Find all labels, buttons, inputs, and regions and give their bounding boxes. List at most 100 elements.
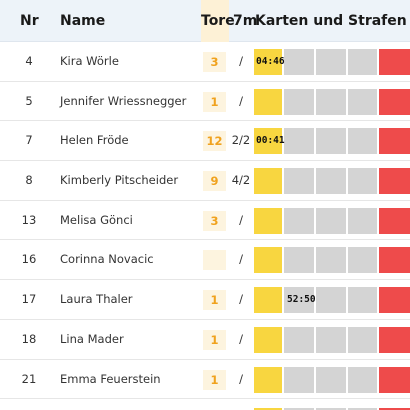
player-number: 21	[21, 371, 37, 386]
red-card-slot[interactable]	[379, 366, 410, 393]
red-card-slot[interactable]	[379, 88, 410, 115]
penalty-slot-2[interactable]	[316, 366, 346, 393]
penalty-slot-2[interactable]	[316, 207, 346, 234]
yellow-card-slot[interactable]	[254, 168, 282, 195]
penalty-slot-2[interactable]	[316, 128, 346, 155]
seven-meter-value: 2/2	[231, 133, 251, 148]
penalty-slot-1[interactable]	[284, 49, 314, 75]
player-number: 7	[25, 133, 33, 148]
seven-meter-value: /	[239, 93, 243, 108]
table-row[interactable]: 18 Lina Mader 1 /	[0, 319, 410, 360]
yellow-card-time: 04:46	[256, 56, 285, 67]
penalty-slot-3[interactable]	[348, 88, 377, 115]
penalty-slot-2[interactable]	[316, 168, 346, 195]
yellow-card-slot[interactable]	[254, 88, 282, 115]
goals-badge-empty	[203, 250, 226, 271]
player-number: 8	[25, 173, 33, 188]
penalty-slot-3[interactable]	[348, 128, 377, 155]
penalty-slot	[316, 408, 346, 410]
table-row[interactable]: 5 Jennifer Wriessnegger 1 /	[0, 81, 410, 122]
seven-meter-value: /	[239, 54, 243, 68]
penalty-slot-3[interactable]	[348, 49, 377, 75]
penalty-slot-3[interactable]	[348, 247, 377, 274]
penalty-slot-2[interactable]	[316, 88, 346, 115]
table-row[interactable]: 4 Kira Wörle 3 / 04:46	[0, 42, 410, 82]
yellow-card-slot[interactable]	[254, 247, 282, 274]
penalty-slot-3[interactable]	[348, 326, 377, 353]
red-card-slot[interactable]	[379, 128, 410, 155]
goals-badge: 1	[203, 369, 226, 390]
penalty-slot-2[interactable]	[316, 326, 346, 353]
player-number: 5	[25, 93, 33, 108]
player-name: Kimberly Pitscheider	[60, 173, 179, 188]
penalty-slot-1[interactable]	[284, 366, 314, 393]
table-row[interactable]: 13 Melisa Gönci 3 /	[0, 200, 410, 241]
penalty-slot-2[interactable]	[316, 49, 346, 75]
table-row[interactable]: 7 Helen Fröde 12 2/2 00:41	[0, 121, 410, 162]
penalty-slot-1[interactable]	[284, 247, 314, 274]
goals-badge: 12	[203, 131, 226, 152]
red-card-slot[interactable]	[379, 207, 410, 234]
player-name: Lina Mader	[60, 331, 124, 346]
seven-meter-value: /	[239, 212, 243, 227]
yellow-card-slot[interactable]	[254, 207, 282, 234]
goals-badge: 1	[203, 290, 226, 311]
red-card-slot	[379, 408, 410, 410]
yellow-card-slot	[254, 408, 282, 410]
table-header: Nr Name Tore 7m Karten und Strafen	[0, 0, 410, 42]
yellow-card-time: 00:41	[256, 135, 285, 147]
header-nr: Nr	[20, 13, 39, 29]
red-card-slot[interactable]	[379, 168, 410, 195]
penalty-slot-1[interactable]	[284, 287, 314, 314]
penalty-slot-2[interactable]	[316, 247, 346, 274]
next-row-partial	[0, 400, 410, 410]
yellow-card-slot[interactable]	[254, 49, 282, 75]
yellow-card-slot[interactable]	[254, 287, 282, 314]
table-row[interactable]: 16 Corinna Novacic /	[0, 240, 410, 281]
penalty-slot-3[interactable]	[348, 168, 377, 195]
penalty-slot-1[interactable]	[284, 207, 314, 234]
penalty-slot-1[interactable]	[284, 168, 314, 195]
red-card-slot[interactable]	[379, 326, 410, 353]
penalty-time: 52:50	[287, 294, 316, 306]
yellow-card-slot[interactable]	[254, 366, 282, 393]
player-name: Helen Fröde	[60, 133, 129, 148]
penalty-slot-2[interactable]	[316, 287, 346, 314]
seven-meter-value: 4/2	[231, 173, 251, 188]
goals-badge: 9	[203, 171, 226, 192]
table-row[interactable]: 8 Kimberly Pitscheider 9 4/2	[0, 161, 410, 201]
table-row[interactable]: 17 Laura Thaler 1 / 52:50	[0, 280, 410, 320]
penalty-slot	[284, 408, 314, 410]
yellow-card-slot[interactable]	[254, 326, 282, 353]
header-name: Name	[60, 13, 106, 29]
penalty-slot-3[interactable]	[348, 366, 377, 393]
player-name: Corinna Novacic	[60, 252, 154, 267]
player-number: 18	[21, 331, 37, 346]
player-name: Melisa Gönci	[60, 212, 133, 227]
red-card-slot[interactable]	[379, 247, 410, 274]
penalty-slot-3[interactable]	[348, 207, 377, 234]
penalty-slot-1[interactable]	[284, 88, 314, 115]
table-row[interactable]: 21 Emma Feuerstein 1 /	[0, 359, 410, 400]
player-name: Kira Wörle	[60, 54, 119, 68]
header-tore: Tore	[201, 0, 235, 42]
penalty-slot-1[interactable]	[284, 326, 314, 353]
header-7m: 7m	[233, 13, 258, 29]
header-karten-und-strafen: Karten und Strafen	[255, 13, 407, 29]
player-number: 13	[21, 212, 37, 227]
penalty-slot	[348, 408, 377, 410]
yellow-card-slot[interactable]	[254, 128, 282, 155]
red-card-slot[interactable]	[379, 287, 410, 314]
goals-badge: 1	[203, 329, 226, 350]
player-number: 17	[21, 292, 37, 307]
goals-badge: 1	[203, 91, 226, 112]
penalty-slot-3[interactable]	[348, 287, 377, 314]
goals-badge: 3	[203, 52, 226, 72]
player-name: Emma Feuerstein	[60, 371, 161, 386]
seven-meter-value: /	[239, 252, 243, 267]
player-list: 4 Kira Wörle 3 / 04:46 5 Jennifer Wriessnegger…	[0, 42, 410, 400]
player-name: Jennifer Wriessnegger	[60, 93, 187, 108]
goals-badge: 3	[203, 210, 226, 231]
red-card-slot[interactable]	[379, 49, 410, 75]
penalty-slot-1[interactable]	[284, 128, 314, 155]
